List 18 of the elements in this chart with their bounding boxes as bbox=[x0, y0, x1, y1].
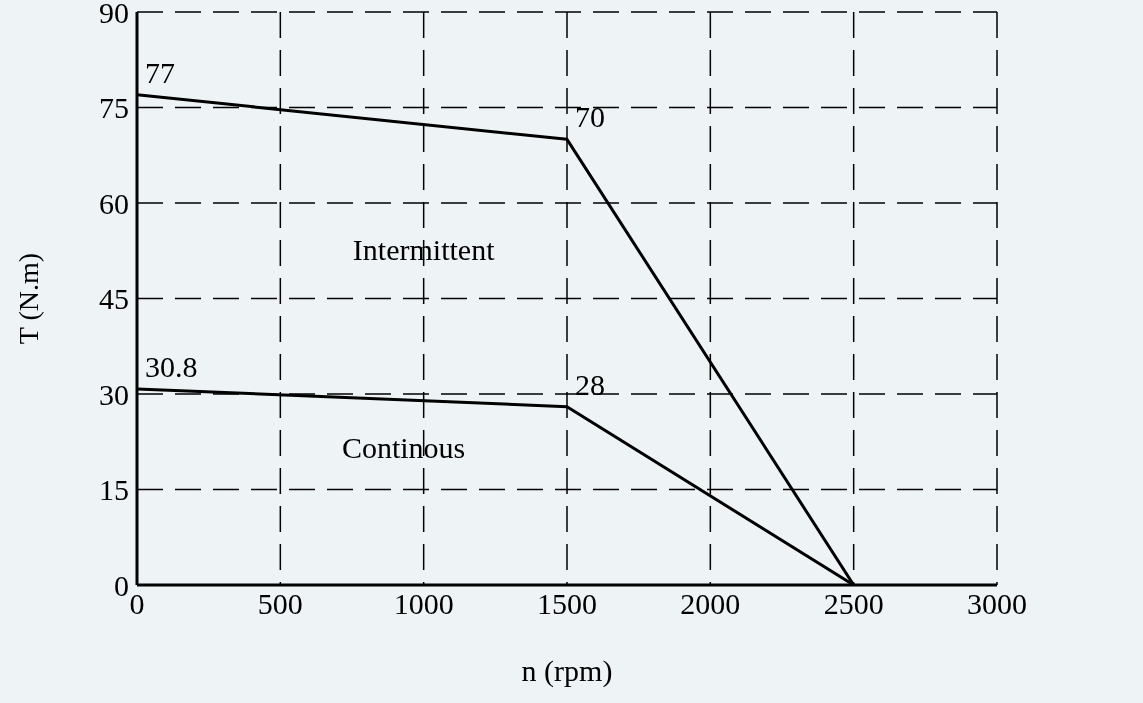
y-tick-label: 45 bbox=[99, 282, 129, 316]
data-label: 77 bbox=[145, 55, 175, 89]
y-tick-label: 75 bbox=[99, 91, 129, 125]
y-tick-label: 60 bbox=[99, 186, 129, 220]
x-tick-label: 1500 bbox=[537, 587, 597, 621]
x-tick-label: 500 bbox=[257, 587, 303, 621]
y-axis-title: T (N.m) bbox=[13, 252, 44, 345]
data-label: 28 bbox=[575, 367, 605, 401]
y-tick-label: 15 bbox=[99, 473, 129, 507]
x-tick-label: 2000 bbox=[680, 587, 741, 621]
x-axis-title: n (rpm) bbox=[521, 654, 613, 688]
data-label: 30.8 bbox=[145, 349, 198, 383]
x-tick-label: 1000 bbox=[393, 587, 454, 621]
y-tick-label: 90 bbox=[99, 0, 129, 29]
x-tick-label: 3000 bbox=[967, 587, 1027, 621]
x-tick-label: 2500 bbox=[823, 587, 884, 621]
data-label: 70 bbox=[575, 100, 605, 134]
y-tick-label: 30 bbox=[99, 377, 129, 411]
